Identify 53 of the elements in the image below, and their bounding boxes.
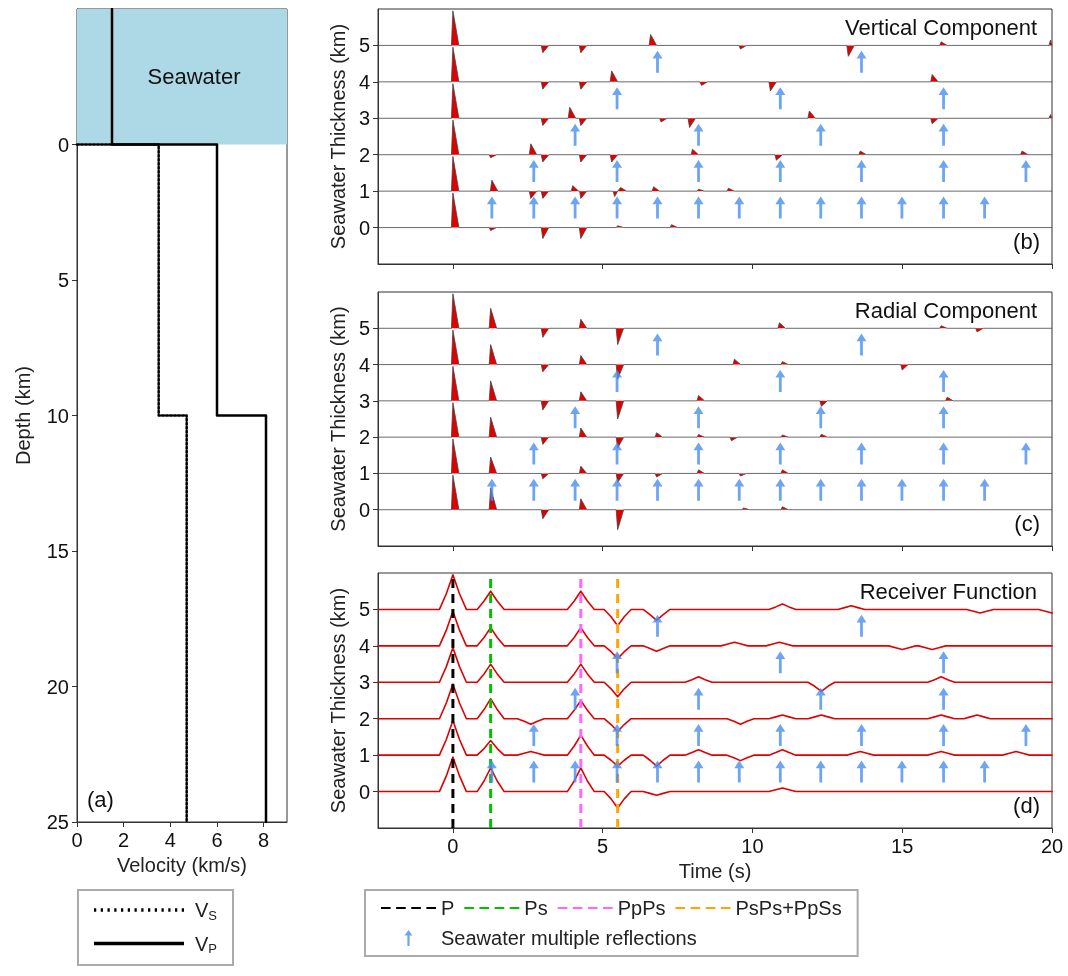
y-axis-title: Depth (km) <box>12 366 34 465</box>
chart-title: Radial Component <box>854 297 1038 323</box>
annotation: (d) <box>1013 792 1040 818</box>
x-tick-label: 15 <box>891 835 914 857</box>
ref-line-label: P <box>441 897 455 919</box>
y-tick-label: 4 <box>358 353 371 376</box>
y-tick-label: 2 <box>358 143 371 166</box>
x-tick-label: 20 <box>1040 835 1064 857</box>
y-tick-label: 1 <box>358 744 371 767</box>
y-tick-label: 2 <box>358 707 371 730</box>
x-tick-label: 0 <box>71 829 83 851</box>
x-axis-title: Time (s) <box>678 859 752 882</box>
y-tick-label: 1 <box>358 462 371 485</box>
y-tick-label: 5 <box>358 34 371 57</box>
y-tick-label: 3 <box>358 389 371 412</box>
annotation: (b) <box>1013 228 1040 254</box>
legend-label: Seawater multiple reflections <box>441 927 697 949</box>
annotation: (c) <box>1014 510 1040 536</box>
chart-title: Receiver Function <box>859 578 1038 604</box>
x-tick-label: 4 <box>164 829 176 851</box>
y-tick-label: 5 <box>358 598 371 621</box>
y-tick-label: 15 <box>46 540 69 562</box>
chart-title: Vertical Component <box>845 14 1037 40</box>
annotation: (a) <box>87 786 114 812</box>
y-tick-label: 3 <box>358 107 371 130</box>
x-tick-label: 0 <box>447 835 459 857</box>
x-axis-title: Velocity (km/s) <box>116 853 248 876</box>
legend-label: Ps <box>524 897 548 919</box>
y-tick-label: 0 <box>57 133 69 156</box>
y-axis-title: Seawater Thickness (km) <box>327 306 349 532</box>
y-tick-label: 0 <box>358 780 371 803</box>
y-tick-label: 0 <box>358 216 371 239</box>
y-tick-label: 0 <box>358 498 371 521</box>
y-tick-label: 5 <box>57 269 69 291</box>
legend-label: PsPs+PpSs <box>735 897 842 919</box>
x-tick-label: 2 <box>118 829 130 851</box>
y-tick-label: 4 <box>358 634 371 657</box>
x-tick-label: 5 <box>597 835 609 857</box>
legend-label: PpPs <box>617 897 666 919</box>
band-label: Seawater <box>147 64 241 90</box>
y-axis-title: Seawater Thickness (km) <box>327 587 349 814</box>
y-tick-label: 4 <box>358 70 371 93</box>
y-axis-title: Seawater Thickness (km) <box>327 23 349 250</box>
x-tick-label: 10 <box>741 835 764 857</box>
y-tick-label: 10 <box>46 404 69 427</box>
y-tick-label: 2 <box>358 426 371 449</box>
y-tick-label: 5 <box>358 317 371 340</box>
y-tick-label: 1 <box>358 180 371 203</box>
y-tick-label: 20 <box>46 675 69 698</box>
y-tick-label: 25 <box>46 811 69 833</box>
y-tick-label: 3 <box>358 671 371 694</box>
x-tick-label: 8 <box>258 829 270 851</box>
x-tick-label: 6 <box>211 829 223 851</box>
